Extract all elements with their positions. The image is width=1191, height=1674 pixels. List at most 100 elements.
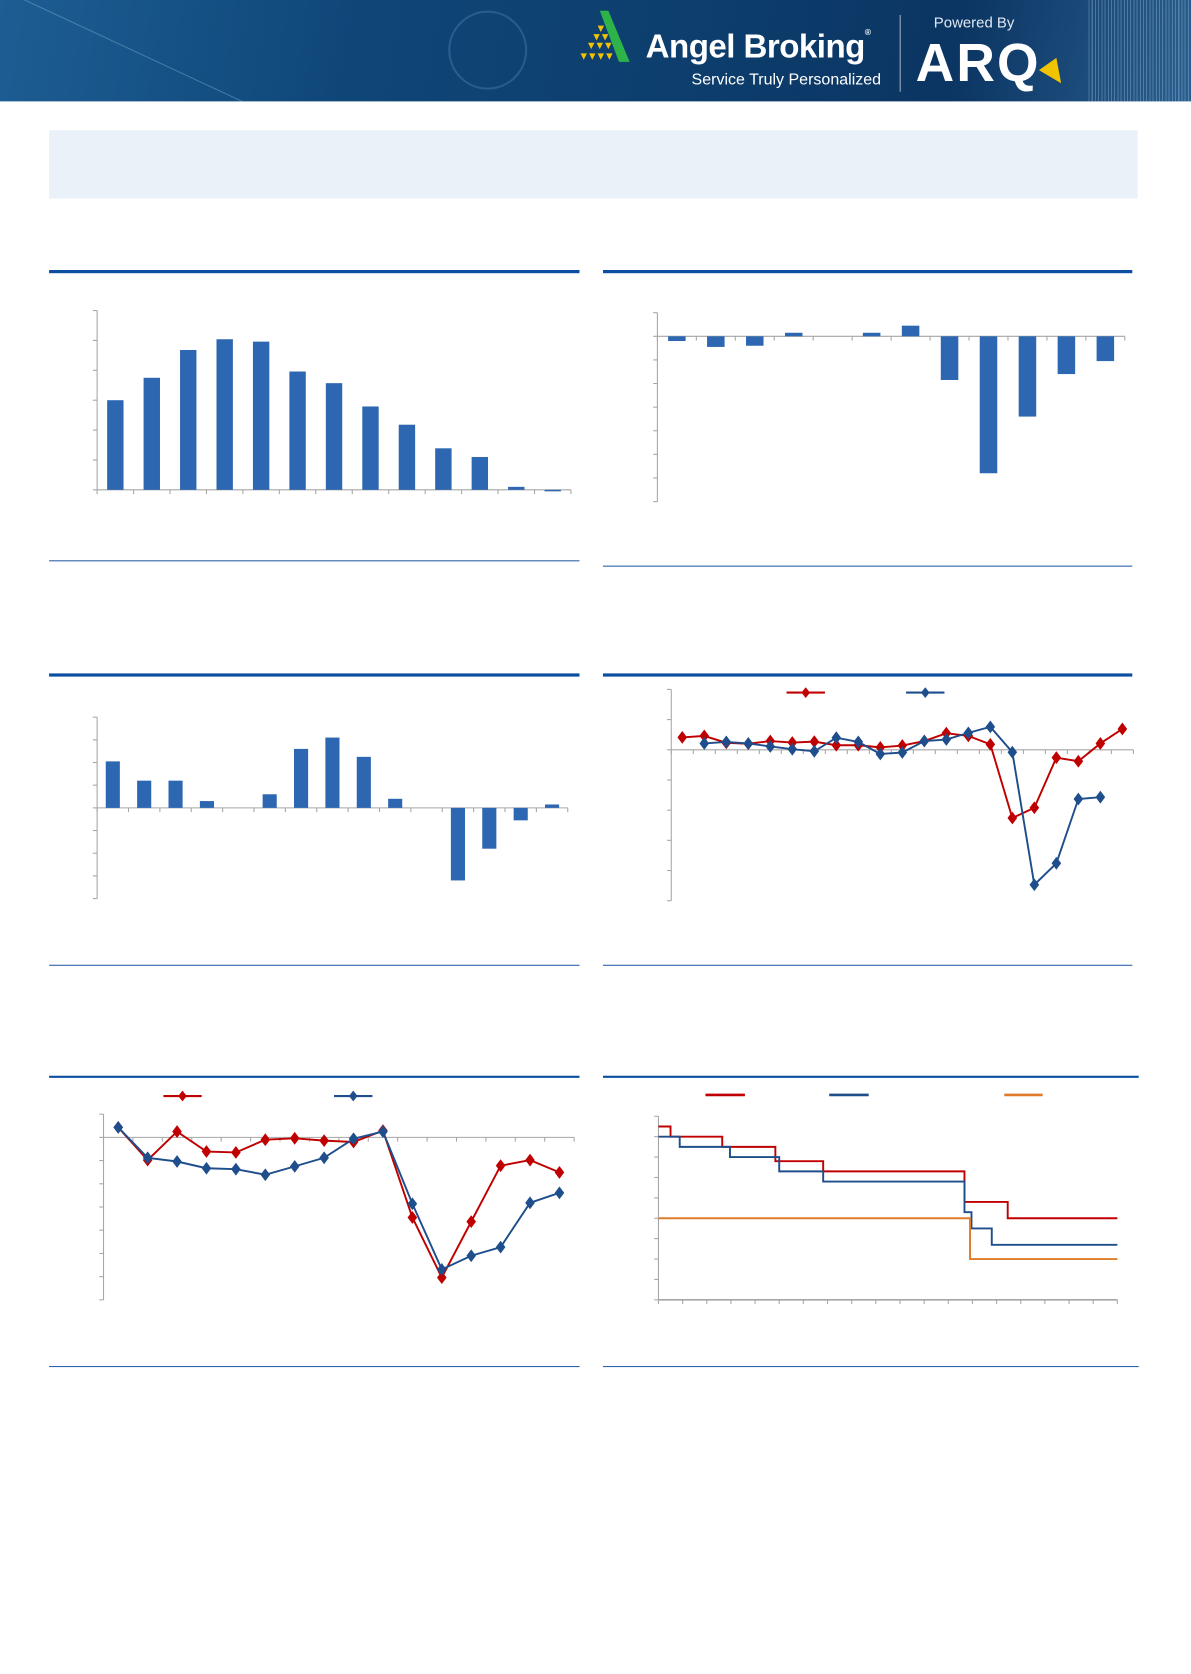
arq-logo: ARQ — [915, 33, 1041, 93]
data-point — [875, 740, 886, 754]
bar — [1096, 336, 1115, 362]
data-point — [113, 1120, 124, 1134]
section-rule — [49, 673, 580, 677]
tagline: Service Truly Personalized — [691, 70, 882, 89]
bar — [707, 336, 725, 347]
bar — [482, 807, 497, 849]
bar — [398, 424, 416, 490]
data-point — [1117, 722, 1128, 736]
bar — [746, 336, 764, 346]
registered-mark: ® — [864, 27, 871, 38]
bar-chart-3 — [92, 716, 569, 900]
bar — [388, 798, 403, 808]
data-point — [699, 729, 710, 743]
data-point — [466, 1249, 477, 1263]
bar-chart-1 — [92, 310, 572, 495]
bar — [262, 794, 277, 808]
data-point — [809, 735, 820, 749]
data-point — [554, 1166, 565, 1179]
data-point — [831, 731, 842, 745]
section-rule — [602, 565, 1133, 567]
data-point — [897, 746, 908, 759]
chart-legend — [163, 1090, 373, 1102]
bar — [105, 761, 120, 808]
header-divider — [899, 14, 901, 92]
bar — [784, 332, 803, 337]
powered-by-label: Powered By — [933, 13, 1015, 31]
section-rule — [49, 560, 580, 562]
data-point — [231, 1146, 241, 1159]
data-point — [875, 747, 886, 761]
data-point — [699, 737, 710, 750]
section-rule — [602, 964, 1133, 966]
bar — [143, 377, 160, 490]
data-point — [436, 1263, 447, 1276]
data-point — [1095, 737, 1106, 750]
data-point — [919, 734, 930, 748]
section-rule — [602, 673, 1133, 677]
data-point — [319, 1151, 329, 1165]
bar — [435, 448, 452, 490]
data-point — [1073, 754, 1084, 768]
bar — [940, 336, 959, 380]
bar — [168, 780, 183, 808]
summary-box — [49, 130, 1138, 199]
legend-series-blue — [334, 1090, 373, 1102]
legend-series-blue — [906, 687, 945, 698]
step-series-2 — [658, 1217, 1118, 1261]
data-point — [289, 1131, 300, 1145]
banner-decoration — [448, 10, 528, 90]
section-rule — [49, 270, 580, 274]
section-rule — [602, 1366, 1139, 1368]
header-banner: Angel Broking® Service Truly Personalize… — [0, 0, 1191, 102]
bar — [901, 325, 920, 337]
data-point — [554, 1186, 565, 1200]
bar — [1018, 336, 1037, 417]
data-point — [289, 1159, 300, 1173]
bar — [513, 807, 528, 821]
data-point — [1095, 790, 1106, 804]
data-point — [172, 1155, 182, 1168]
data-point — [809, 744, 820, 758]
data-point — [201, 1145, 212, 1158]
data-point — [319, 1134, 329, 1148]
line-series-0 — [117, 1126, 560, 1280]
bar-chart-2 — [653, 312, 1126, 503]
data-point — [231, 1162, 241, 1176]
bar — [508, 486, 525, 490]
data-point — [743, 737, 754, 750]
bar — [199, 801, 214, 808]
bar — [356, 756, 371, 808]
bar — [545, 804, 560, 808]
banner-decoration — [0, 0, 263, 102]
data-point — [1029, 878, 1040, 892]
line-chart-2 — [99, 1113, 575, 1301]
chart-legend — [705, 1093, 1043, 1097]
section-rule — [49, 1366, 580, 1368]
bar — [107, 400, 124, 490]
line-chart-1 — [666, 688, 1134, 902]
section-rule — [49, 964, 580, 966]
bar — [668, 336, 686, 342]
data-point — [1007, 745, 1018, 759]
data-point — [142, 1151, 153, 1165]
data-point — [260, 1168, 271, 1182]
data-point — [260, 1133, 271, 1147]
data-point — [1007, 811, 1018, 825]
data-point — [985, 737, 996, 751]
legend-series-red — [786, 687, 825, 698]
data-point — [1051, 751, 1062, 765]
data-point — [721, 735, 732, 749]
bar — [137, 780, 152, 808]
bar — [862, 332, 881, 337]
angel-broking-logo-icon — [580, 10, 630, 62]
brand-name: Angel Broking® — [646, 28, 871, 66]
lightning-bolt-icon — [1038, 57, 1070, 90]
bar — [252, 341, 270, 490]
digital-face-graphic — [1088, 0, 1191, 102]
bar — [471, 456, 489, 490]
data-point — [348, 1132, 359, 1146]
bar — [544, 489, 561, 492]
legend-series-red — [163, 1090, 202, 1102]
data-point — [378, 1125, 388, 1138]
